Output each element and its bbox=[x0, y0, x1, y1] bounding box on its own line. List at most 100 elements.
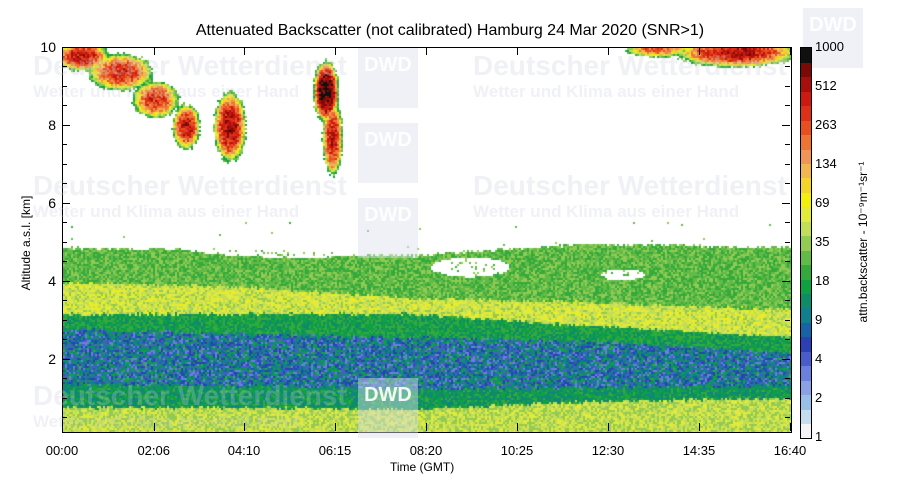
colorbar-segment bbox=[801, 105, 811, 121]
colorbar-segment bbox=[801, 308, 811, 323]
x-tick-label: 02:06 bbox=[137, 443, 170, 458]
y-minor-tick-right bbox=[785, 417, 790, 419]
dwd-logo: DWD bbox=[358, 123, 418, 183]
y-minor-tick-right bbox=[785, 105, 790, 107]
y-tick bbox=[62, 202, 70, 204]
colorbar-tick-label: 1 bbox=[815, 429, 823, 444]
y-tick-label: 6 bbox=[48, 194, 56, 211]
colorbar-tick-label: 2 bbox=[815, 390, 823, 405]
x-tick bbox=[517, 423, 518, 431]
colorbar-segment bbox=[801, 250, 811, 266]
y-tick bbox=[62, 280, 70, 282]
dwd-logo: DWD bbox=[358, 198, 418, 258]
y-minor-tick-right bbox=[785, 66, 790, 68]
colorbar-segment bbox=[801, 163, 811, 179]
colorbar-tick-label: 4 bbox=[815, 351, 823, 366]
x-tick bbox=[62, 423, 63, 431]
colorbar-segment bbox=[801, 134, 811, 150]
colorbar-segment bbox=[801, 322, 811, 338]
y-minor-tick-right bbox=[785, 144, 790, 146]
y-minor-tick bbox=[62, 144, 67, 146]
colorbar-segment bbox=[801, 149, 811, 165]
colorbar-tick-label: 9 bbox=[815, 312, 823, 327]
y-tick-right bbox=[782, 358, 790, 360]
x-tick-label: 06:15 bbox=[318, 443, 352, 458]
y-tick-label: 4 bbox=[48, 272, 56, 289]
colorbar-segment bbox=[801, 62, 811, 78]
x-tick-label: 10:25 bbox=[500, 443, 534, 458]
x-tick bbox=[790, 423, 791, 431]
colorbar-segment bbox=[801, 365, 811, 381]
colorbar-tick-label: 263 bbox=[815, 117, 837, 132]
colorbar-segment bbox=[801, 91, 811, 107]
colorbar-tick-label: 69 bbox=[815, 195, 830, 210]
y-tick bbox=[62, 47, 70, 48]
colorbar-segment bbox=[801, 221, 811, 237]
x-tick-label: 12:30 bbox=[591, 443, 625, 458]
x-tick-top bbox=[790, 47, 791, 55]
colorbar-segment bbox=[801, 206, 811, 222]
x-tick-top bbox=[517, 47, 518, 55]
x-tick-top bbox=[334, 47, 336, 55]
colorbar-segment bbox=[801, 192, 811, 208]
y-axis-label: Altitude a.s.l. [km] bbox=[19, 195, 33, 291]
x-tick-top bbox=[244, 47, 245, 55]
y-minor-tick-right bbox=[785, 163, 790, 165]
y-minor-tick bbox=[62, 163, 67, 165]
y-tick-label: 8 bbox=[48, 116, 56, 133]
x-tick-top bbox=[607, 47, 609, 55]
y-minor-tick-right bbox=[785, 397, 790, 399]
y-minor-tick bbox=[62, 319, 67, 321]
x-tick-top bbox=[62, 47, 63, 55]
colorbar-segment bbox=[801, 380, 811, 396]
colorbar-tick-label: 512 bbox=[815, 78, 837, 93]
x-tick bbox=[698, 423, 700, 431]
colorbar-segment bbox=[801, 264, 811, 280]
x-tick bbox=[244, 423, 245, 431]
backscatter-heatmap bbox=[63, 48, 791, 432]
y-tick bbox=[62, 358, 70, 360]
y-minor-tick bbox=[62, 222, 67, 224]
y-minor-tick bbox=[62, 339, 67, 341]
y-tick-label: 2 bbox=[48, 350, 56, 367]
x-tick-top bbox=[698, 47, 700, 55]
x-tick-top bbox=[153, 47, 155, 55]
y-minor-tick-right bbox=[785, 241, 790, 243]
colorbar-tick-label: 1000 bbox=[815, 39, 844, 54]
y-tick-right bbox=[782, 202, 790, 204]
y-tick bbox=[62, 124, 70, 126]
colorbar-segment bbox=[801, 120, 811, 136]
colorbar-segment bbox=[801, 48, 811, 63]
dwd-logo: DWD bbox=[803, 8, 863, 68]
y-minor-tick bbox=[62, 66, 67, 68]
y-minor-tick-right bbox=[785, 300, 790, 302]
colorbar-segment bbox=[801, 423, 811, 439]
x-tick-label: 00:00 bbox=[45, 443, 79, 458]
y-minor-tick bbox=[62, 300, 67, 302]
y-minor-tick-right bbox=[785, 339, 790, 341]
colorbar-tick-label: 35 bbox=[815, 234, 830, 249]
colorbar-segment bbox=[801, 279, 811, 295]
x-tick-label: 16:40 bbox=[773, 443, 807, 458]
y-tick-right bbox=[782, 280, 790, 282]
y-minor-tick bbox=[62, 417, 67, 419]
plot-area: Deutscher Wetterdienst Wetter und Klima a… bbox=[33, 8, 863, 438]
colorbar-segment bbox=[801, 76, 811, 92]
y-minor-tick bbox=[62, 378, 67, 380]
dwd-logo: DWD bbox=[358, 378, 418, 438]
x-tick bbox=[607, 423, 609, 431]
y-minor-tick-right bbox=[785, 85, 790, 87]
y-minor-tick bbox=[62, 261, 67, 263]
y-minor-tick-right bbox=[785, 378, 790, 380]
y-tick-label: 10 bbox=[40, 39, 56, 55]
y-tick-right bbox=[782, 124, 790, 126]
colorbar-segment bbox=[801, 178, 811, 193]
dwd-logo: DWD bbox=[358, 48, 418, 108]
colorbar-segment bbox=[801, 409, 811, 425]
y-tick-right bbox=[782, 47, 790, 48]
y-minor-tick bbox=[62, 241, 67, 243]
colorbar-label: attn.backscatter - 10⁻⁹m⁻¹sr⁻¹ bbox=[856, 161, 870, 323]
x-tick bbox=[334, 423, 336, 431]
colorbar-tick-label: 134 bbox=[815, 156, 837, 171]
colorbar-segment bbox=[801, 351, 811, 367]
